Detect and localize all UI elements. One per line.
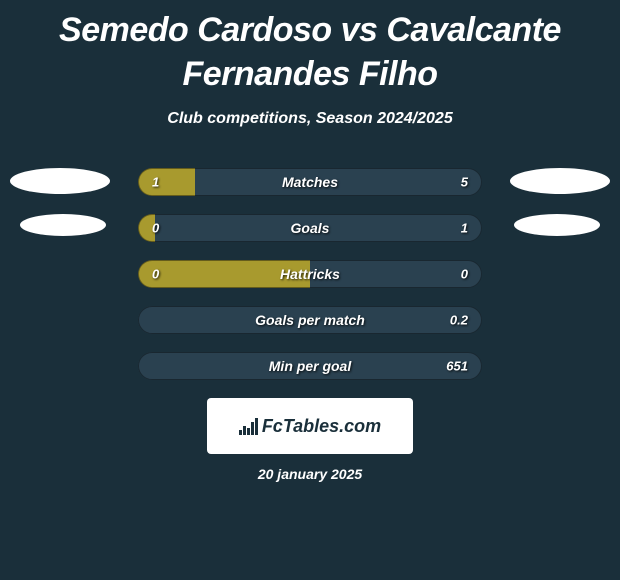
stat-label: Min per goal	[269, 358, 351, 374]
stat-label: Hattricks	[280, 266, 340, 282]
stat-bar-left	[138, 168, 195, 196]
page-subtitle: Club competitions, Season 2024/2025	[0, 110, 620, 128]
stat-row: 0 1 Goals	[0, 214, 620, 242]
stat-value-right: 651	[446, 359, 468, 374]
stat-row: 1 5 Matches	[0, 168, 620, 196]
stat-label: Goals per match	[255, 312, 365, 328]
stat-value-left: 0	[152, 221, 159, 236]
stat-row: 651 Min per goal	[0, 352, 620, 380]
stat-value-right: 5	[461, 175, 468, 190]
stat-value-right: 1	[461, 221, 468, 236]
stat-label: Goals	[291, 220, 330, 236]
stat-bar: 0.2 Goals per match	[138, 306, 482, 334]
stat-bar-right	[195, 168, 482, 196]
stat-bar: 0 0 Hattricks	[138, 260, 482, 288]
stat-bar: 651 Min per goal	[138, 352, 482, 380]
stat-bar: 1 5 Matches	[138, 168, 482, 196]
stat-bar: 0 1 Goals	[138, 214, 482, 242]
page-title: Semedo Cardoso vs Cavalcante Fernandes F…	[0, 0, 620, 96]
bars-icon	[239, 417, 258, 435]
stat-value-right: 0.2	[450, 313, 468, 328]
stat-row: 0.2 Goals per match	[0, 306, 620, 334]
footer-logo: FcTables.com	[207, 398, 413, 454]
stat-row: 0 0 Hattricks	[0, 260, 620, 288]
stat-value-left: 0	[152, 267, 159, 282]
footer-date: 20 january 2025	[0, 466, 620, 482]
stat-label: Matches	[282, 174, 338, 190]
footer-logo-text: FcTables.com	[262, 416, 381, 437]
stat-value-right: 0	[461, 267, 468, 282]
stat-rows: 1 5 Matches 0 1 Goals 0 0 Hattricks 0.2 Goals per …	[0, 168, 620, 380]
stat-value-left: 1	[152, 175, 159, 190]
stats-section: 1 5 Matches 0 1 Goals 0 0 Hattricks 0.2 Goals per …	[0, 168, 620, 380]
